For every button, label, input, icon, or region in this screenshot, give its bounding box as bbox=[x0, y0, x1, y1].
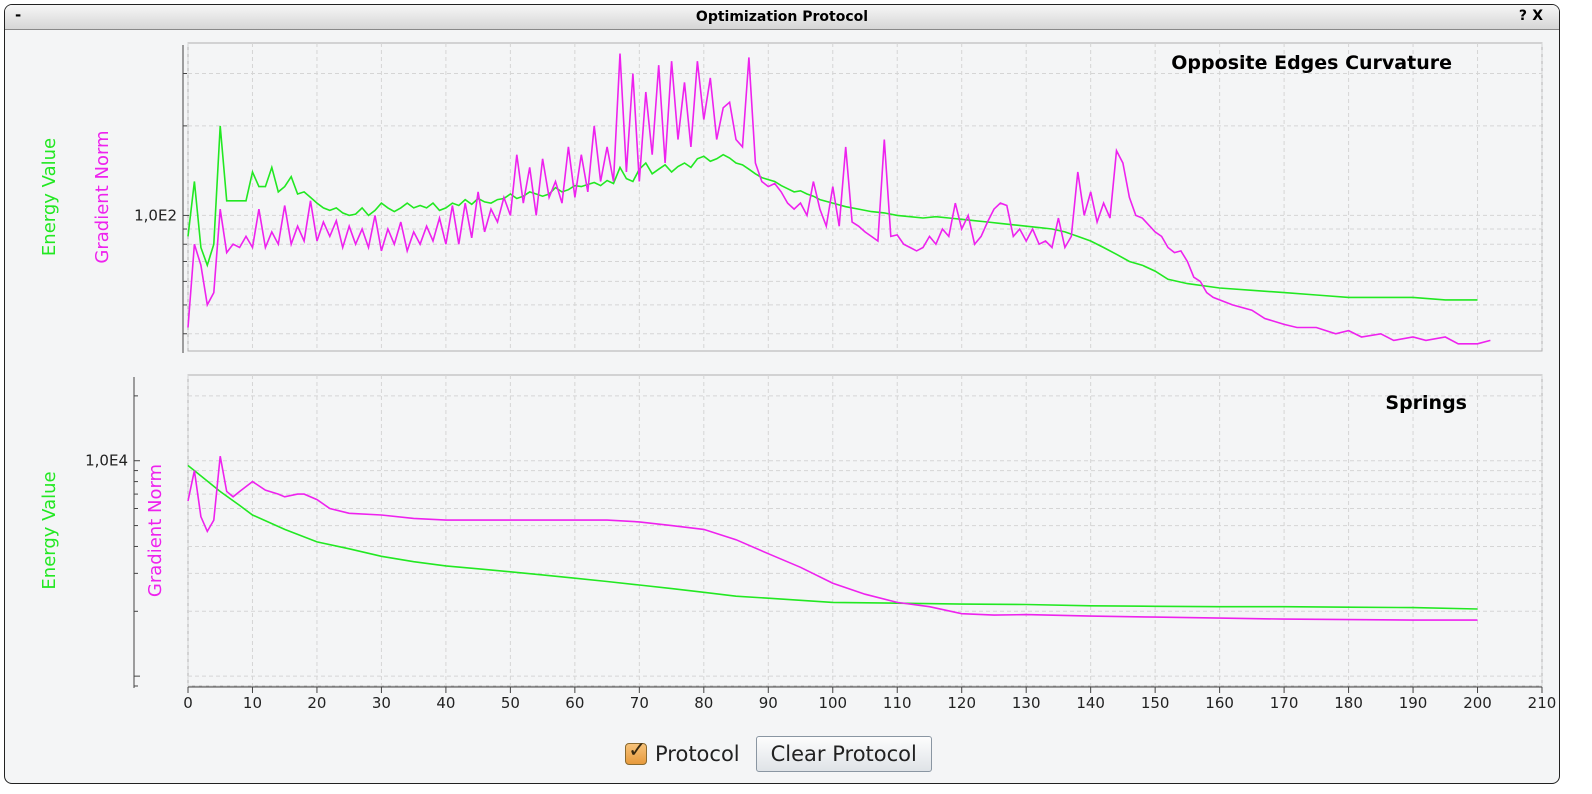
x-tick-label: 150 bbox=[1141, 694, 1170, 712]
energy-value-axis-label: Energy Value bbox=[39, 471, 60, 589]
gradient-norm-axis-label: Gradient Norm bbox=[92, 130, 113, 263]
x-tick-label: 130 bbox=[1012, 694, 1041, 712]
x-tick-label: 10 bbox=[243, 694, 262, 712]
x-tick-label: 140 bbox=[1076, 694, 1105, 712]
x-tick-label: 170 bbox=[1270, 694, 1299, 712]
gradient-norm-series bbox=[187, 53, 1491, 345]
gradient-norm-series bbox=[187, 456, 1478, 621]
minimize-button[interactable]: - bbox=[15, 6, 22, 24]
x-tick-label: 60 bbox=[565, 694, 584, 712]
x-tick-label: 0 bbox=[183, 694, 193, 712]
protocol-label: Protocol bbox=[655, 742, 740, 766]
x-tick-label: 40 bbox=[436, 694, 455, 712]
x-tick-label: 190 bbox=[1399, 694, 1428, 712]
x-tick-label: 20 bbox=[307, 694, 326, 712]
x-tick-label: 200 bbox=[1463, 694, 1492, 712]
plot-background bbox=[187, 374, 1543, 687]
charts-area: 1,0E2 Energy Value Gradient Norm Opposite E… bbox=[39, 42, 1557, 712]
optimization-protocol-window: - Optimization Protocol ? X 1,0E2 Energy … bbox=[4, 4, 1560, 784]
gradient-norm-axis-label: Gradient Norm bbox=[145, 464, 166, 597]
y-tick-label: 1,0E4 bbox=[85, 452, 128, 470]
x-tick-label: 30 bbox=[372, 694, 391, 712]
close-button[interactable]: X bbox=[1532, 8, 1543, 24]
x-tick-label: 180 bbox=[1334, 694, 1363, 712]
plot-panel-1: 1,0E4 Energy Value Gradient Norm Springs 0 10… bbox=[39, 374, 1557, 712]
help-button[interactable]: ? bbox=[1518, 8, 1527, 24]
clear-protocol-button[interactable]: Clear Protocol bbox=[755, 736, 932, 772]
energy-value-series bbox=[187, 125, 1478, 301]
x-tick-label: 120 bbox=[947, 694, 976, 712]
check-icon: ✓ bbox=[628, 738, 647, 763]
x-tick-label: 100 bbox=[818, 694, 847, 712]
plot-title: Opposite Edges Curvature bbox=[1171, 52, 1452, 74]
x-tick-label: 50 bbox=[501, 694, 520, 712]
plot-panel-0: 1,0E2 Energy Value Gradient Norm Opposite E… bbox=[39, 42, 1543, 353]
protocol-controls: ✓ Protocol Clear Protocol bbox=[625, 736, 932, 772]
x-tick-label: 70 bbox=[630, 694, 649, 712]
plot-title: Springs bbox=[1385, 392, 1467, 414]
window-title: Optimization Protocol bbox=[695, 9, 869, 25]
y-tick-label: 1,0E2 bbox=[134, 206, 177, 224]
energy-value-axis-label: Energy Value bbox=[39, 138, 60, 256]
x-tick-label: 160 bbox=[1205, 694, 1234, 712]
x-tick-label: 90 bbox=[759, 694, 778, 712]
x-tick-label: 110 bbox=[883, 694, 912, 712]
energy-value-series bbox=[187, 464, 1478, 610]
x-tick-label: 80 bbox=[694, 694, 713, 712]
title-bar[interactable]: - Optimization Protocol ? X bbox=[5, 5, 1559, 30]
protocol-checkbox[interactable]: ✓ bbox=[625, 738, 647, 765]
x-tick-label: 210 bbox=[1528, 694, 1557, 712]
plot-background bbox=[187, 42, 1543, 352]
